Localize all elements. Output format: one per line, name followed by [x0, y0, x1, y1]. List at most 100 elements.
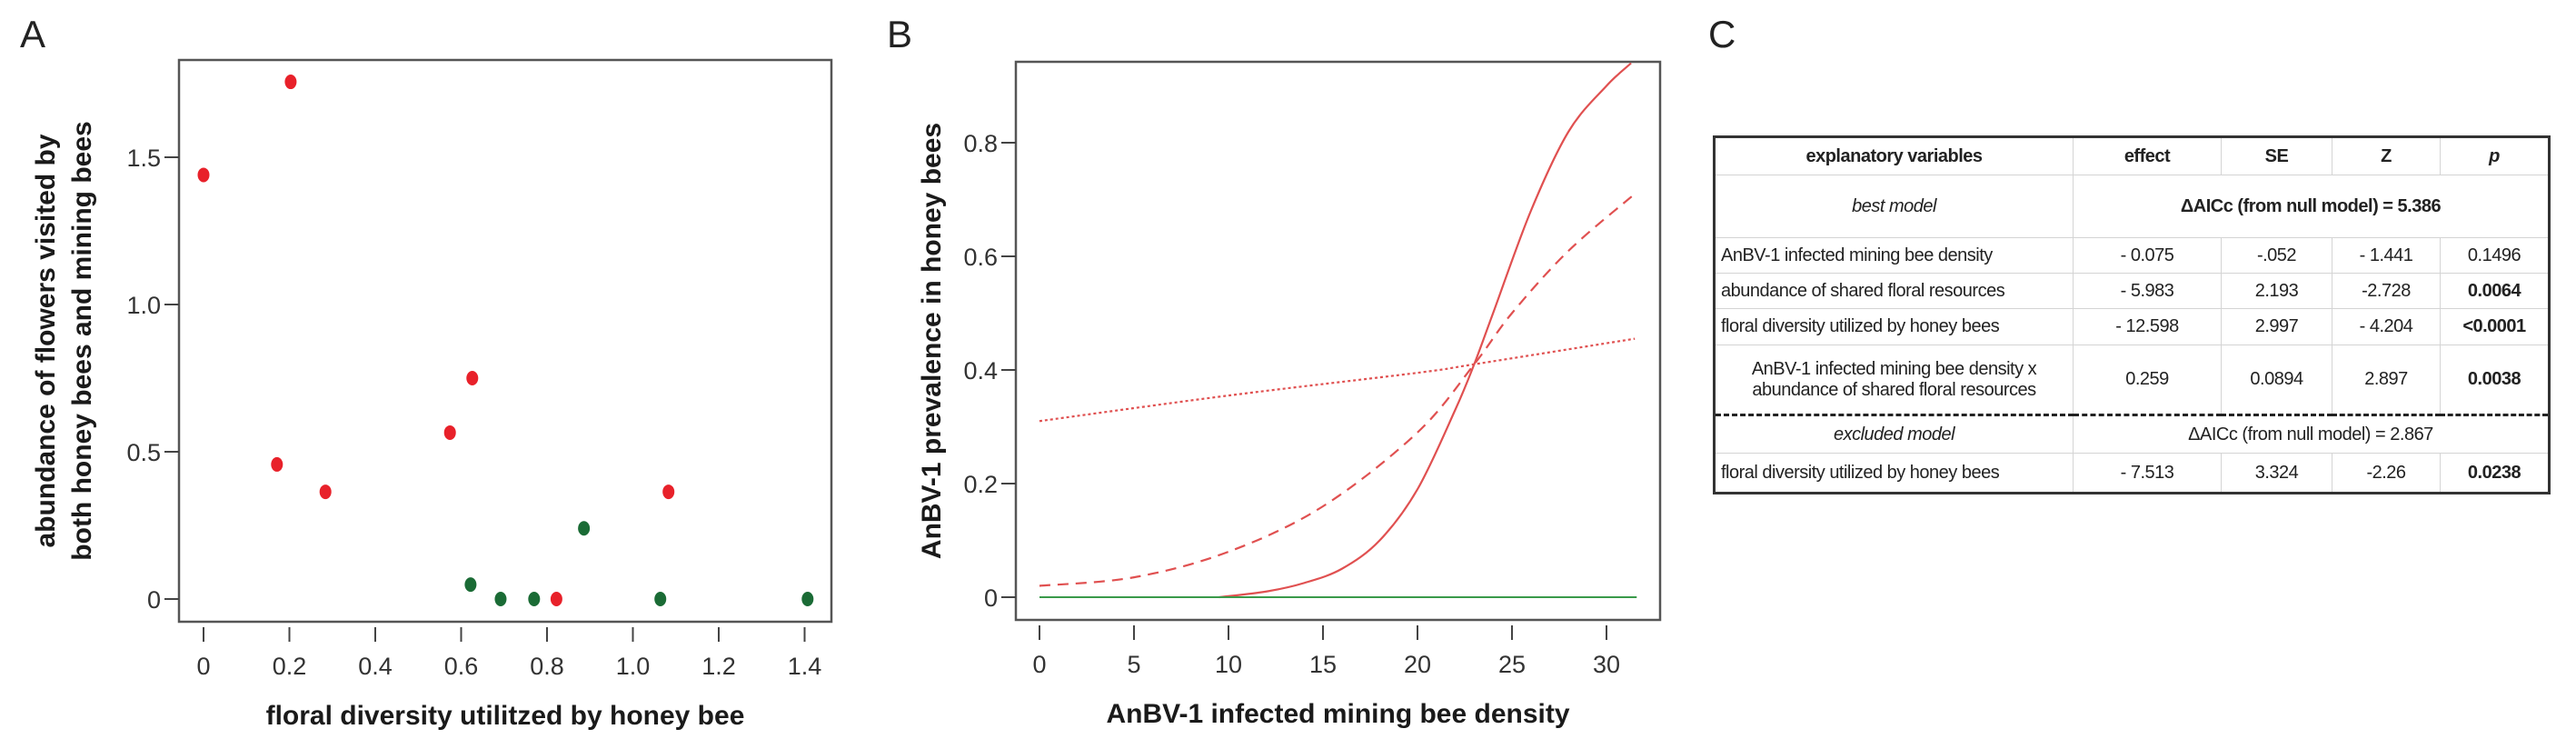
- data-point-red: [284, 75, 297, 90]
- row-p: 0.0238: [2440, 453, 2550, 494]
- row-z: - 4.204: [2332, 308, 2441, 345]
- panel-label-a: A: [20, 13, 46, 55]
- panel-label-c: C: [1708, 13, 1736, 55]
- x-tick-label: 15: [1309, 651, 1337, 678]
- row-se: -.052: [2221, 237, 2332, 274]
- row-effect: - 7.513: [2073, 453, 2222, 494]
- y-tick-label: 0.6: [963, 244, 998, 271]
- table-row: abundance of shared floral resources - 5…: [1714, 273, 2550, 309]
- data-point-red: [466, 371, 479, 385]
- plot-frame: [177, 58, 833, 624]
- row-effect: - 12.598: [2073, 308, 2222, 345]
- table-row: AnBV-1 infected mining bee density x abu…: [1714, 345, 2550, 415]
- row-variable: AnBV-1 infected mining bee density x abu…: [1714, 345, 2074, 415]
- y-tick-label: 0.8: [963, 130, 998, 157]
- best-model-row: best model ΔAICc (from null model) = 5.3…: [1714, 175, 2550, 238]
- x-tick-label: 0.6: [444, 653, 479, 680]
- y-tick-label: 1.0: [126, 292, 161, 319]
- row-variable: abundance of shared floral resources: [1714, 273, 2074, 309]
- row-p: 0.0064: [2440, 273, 2550, 309]
- table-row: floral diversity utilized by honey bees …: [1714, 308, 2550, 345]
- header-se: SE: [2221, 136, 2332, 175]
- data-point-red: [319, 484, 332, 500]
- x-tick-label: 1.0: [616, 653, 651, 680]
- row-se: 3.324: [2221, 453, 2332, 494]
- data-point-red: [443, 424, 456, 440]
- header-variables: explanatory variables: [1714, 136, 2074, 175]
- header-z: Z: [2332, 136, 2441, 175]
- row-variable-line2: abundance of shared floral resources: [1752, 379, 2036, 400]
- row-variable: floral diversity utilized by honey bees: [1714, 453, 2074, 494]
- plot-frame: [1014, 60, 1662, 622]
- best-model-aicc: ΔAICc (from null model) = 5.386: [2073, 175, 2550, 238]
- row-p: <0.0001: [2440, 308, 2550, 345]
- x-tick-label: 20: [1404, 651, 1431, 678]
- data-point-green: [578, 521, 591, 536]
- row-effect: 0.259: [2073, 345, 2222, 415]
- row-z: - 1.441: [2332, 237, 2441, 274]
- row-se: 0.0894: [2221, 345, 2332, 415]
- x-tick-label: 1.4: [788, 653, 822, 680]
- table-header-row: explanatory variables effect SE Z p: [1714, 136, 2550, 175]
- y-tick-label: 0: [984, 584, 998, 612]
- row-se: 2.193: [2221, 273, 2332, 309]
- y-tick-label: 1.5: [126, 145, 161, 172]
- x-tick-label: 5: [1127, 651, 1140, 678]
- row-effect: - 5.983: [2073, 273, 2222, 309]
- x-tick-label: 0.2: [273, 653, 307, 680]
- panel-label-b: B: [887, 13, 913, 55]
- row-effect: - 0.075: [2073, 237, 2222, 274]
- x-axis-title: floral diversity utilitzed by honey bee: [266, 701, 745, 731]
- x-tick-label: 0: [196, 653, 210, 680]
- curve-solid: [1218, 62, 1632, 599]
- excluded-model-aicc: ΔAICc (from null model) = 2.867: [2073, 414, 2550, 454]
- model-table-container: explanatory variables effect SE Z p best…: [1713, 135, 2551, 494]
- y-tick-label: 0.5: [126, 439, 161, 466]
- data-point-red: [197, 167, 210, 183]
- x-tick-label: 0.8: [530, 653, 564, 680]
- excluded-model-label: excluded model: [1714, 414, 2074, 454]
- x-tick-label: 1.2: [701, 653, 736, 680]
- row-p: 0.1496: [2440, 237, 2550, 274]
- y-tick-label: 0.4: [963, 357, 998, 384]
- x-tick-label: 10: [1215, 651, 1242, 678]
- curve-dotted: [1039, 337, 1636, 423]
- row-z: 2.897: [2332, 345, 2441, 415]
- x-tick-label: 0.4: [358, 653, 393, 680]
- y-axis-title: abundance of flowers visited by: [31, 134, 61, 547]
- best-model-label: best model: [1714, 175, 2074, 238]
- row-z: -2.728: [2332, 273, 2441, 309]
- row-variable-line1: AnBV-1 infected mining bee density x: [1751, 358, 2037, 379]
- data-point-green: [801, 592, 814, 606]
- curve-dashed: [1039, 193, 1636, 587]
- data-point-green: [464, 577, 477, 593]
- scatter-chart-a: 0 0.2 0.4 0.6 0.8 1.0 1.2 1.4 0 0.5 1.0 1.5 floral d…: [31, 58, 833, 731]
- data-point-green: [494, 592, 507, 606]
- y-tick-label: 0.2: [963, 471, 998, 498]
- line-chart-b: 0 5 10 15 20 25 30 0 0.2 0.4 0.6 0.8 AnBV-1 infected…: [917, 60, 1662, 729]
- row-se: 2.997: [2221, 308, 2332, 345]
- data-point-red: [550, 592, 562, 606]
- model-results-table: explanatory variables effect SE Z p best…: [1713, 135, 2551, 494]
- data-point-red: [271, 456, 283, 472]
- row-z: -2.26: [2332, 453, 2441, 494]
- data-point-green: [528, 592, 541, 606]
- header-p: p: [2440, 136, 2550, 175]
- x-axis-title: AnBV-1 infected mining bee density: [1106, 699, 1569, 729]
- row-variable: floral diversity utilized by honey bees: [1714, 308, 2074, 345]
- table-row: floral diversity utilized by honey bees …: [1714, 453, 2550, 494]
- y-tick-label: 0: [147, 586, 161, 614]
- y-axis-title: AnBV-1 prevalence in honey bees: [917, 123, 947, 559]
- table-row: AnBV-1 infected mining bee density - 0.0…: [1714, 237, 2550, 274]
- excluded-model-row: excluded model ΔAICc (from null model) =…: [1714, 414, 2550, 454]
- header-effect: effect: [2073, 136, 2222, 175]
- data-point-green: [654, 592, 667, 606]
- x-tick-label: 0: [1032, 651, 1046, 678]
- data-point-red: [662, 484, 675, 500]
- row-p: 0.0038: [2440, 345, 2550, 415]
- x-tick-label: 30: [1593, 651, 1620, 678]
- x-tick-label: 25: [1498, 651, 1526, 678]
- row-variable: AnBV-1 infected mining bee density: [1714, 237, 2074, 274]
- y-axis-title: both honey bees and mining bees: [67, 121, 97, 560]
